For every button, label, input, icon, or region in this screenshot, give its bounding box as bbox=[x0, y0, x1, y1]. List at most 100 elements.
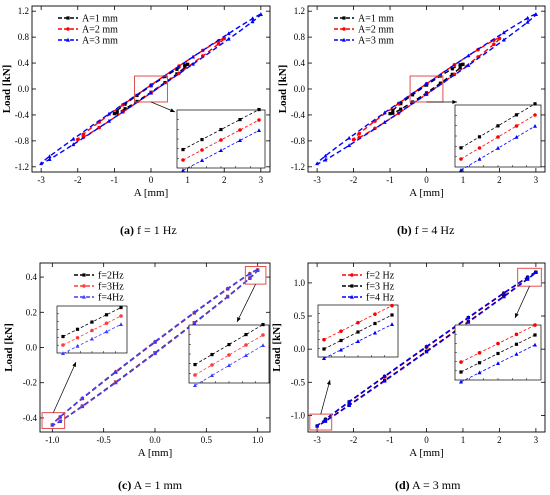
legend-label-1: A=1 mm bbox=[82, 14, 118, 25]
series-3-point bbox=[149, 82, 153, 87]
inset-point bbox=[514, 113, 519, 117]
inset-plot bbox=[56, 305, 128, 356]
series-3-point bbox=[323, 157, 328, 162]
inset-point bbox=[119, 305, 123, 310]
x-tick-label: 3 bbox=[259, 175, 264, 185]
inset-point bbox=[181, 168, 185, 173]
legend-marker-3 bbox=[66, 37, 70, 42]
inset-point bbox=[238, 128, 242, 132]
x-tick-label: 0.5 bbox=[201, 435, 213, 445]
inset-point bbox=[261, 333, 265, 337]
series-3-point bbox=[323, 418, 328, 423]
x-tick-label: -3 bbox=[37, 175, 45, 185]
series-3-point bbox=[466, 53, 471, 58]
inset-line-2 bbox=[194, 334, 264, 376]
x-tick-label: 0 bbox=[424, 175, 429, 185]
inset-point bbox=[514, 332, 519, 337]
legend-label-1: f=2Hz bbox=[98, 271, 124, 282]
inset-line-1 bbox=[323, 305, 393, 340]
x-axis-label: A [mm] bbox=[138, 447, 173, 459]
zoom-arrow-head bbox=[452, 100, 457, 104]
series-3-point bbox=[225, 294, 230, 299]
series-3-point bbox=[382, 120, 387, 124]
series-1-point bbox=[123, 107, 127, 111]
inset-point bbox=[90, 320, 94, 324]
legend-label-3: f=4 Hz bbox=[366, 293, 395, 304]
series-3-point bbox=[258, 12, 263, 17]
series-3-point bbox=[501, 290, 506, 295]
x-tick-label: -2 bbox=[74, 175, 82, 185]
inset-point bbox=[514, 351, 519, 356]
inset-point bbox=[459, 146, 463, 150]
inset-line-1 bbox=[194, 324, 264, 365]
x-tick-label: -3 bbox=[313, 435, 321, 445]
legend-label-3: A=3 mm bbox=[358, 36, 394, 47]
series-3-point bbox=[113, 380, 118, 385]
series-3-point bbox=[347, 399, 352, 404]
inset-point bbox=[200, 137, 204, 142]
y-tick-label: 0.2 bbox=[26, 307, 37, 317]
series-2-point bbox=[75, 137, 80, 142]
inset-point bbox=[459, 370, 463, 374]
x-tick-label: 3 bbox=[534, 175, 539, 185]
x-tick-label: -1.0 bbox=[45, 435, 60, 445]
series-1-point bbox=[115, 111, 119, 115]
legend-marker-2 bbox=[82, 284, 86, 288]
inset-point bbox=[75, 327, 80, 331]
zoom-box bbox=[134, 75, 168, 103]
series-3-point bbox=[250, 19, 255, 24]
series-3-point bbox=[466, 63, 471, 67]
x-tick-label: -2 bbox=[350, 175, 358, 185]
legend-marker-1 bbox=[82, 273, 86, 277]
series-3-point bbox=[247, 271, 252, 276]
series-3-point bbox=[315, 423, 320, 428]
inset-point bbox=[496, 124, 500, 128]
inset-point bbox=[261, 322, 265, 327]
series-3-point bbox=[39, 161, 44, 166]
series-1-point bbox=[175, 67, 179, 71]
series-2-point bbox=[497, 36, 502, 41]
series-3-point bbox=[382, 378, 387, 383]
panel-b: -3 -2 -1 0 1 2 3 -1.2 -0.8 -0.4 0.0 0.4 0.8 1.2 A [mm]… bbox=[277, 5, 546, 199]
y-tick-label: 0.0 bbox=[18, 84, 30, 94]
series-3-point bbox=[153, 351, 157, 356]
inset-point bbox=[339, 347, 343, 352]
series-1-point bbox=[391, 111, 395, 115]
inset-point bbox=[119, 314, 123, 318]
inset-point bbox=[104, 329, 109, 334]
series-3-point bbox=[255, 267, 260, 272]
inset-plot bbox=[454, 102, 542, 172]
inset-point bbox=[339, 329, 343, 333]
x-tick-label: 3 bbox=[534, 435, 539, 445]
series-3-point bbox=[382, 373, 387, 378]
series-1-point bbox=[186, 62, 190, 66]
inset-point bbox=[514, 342, 519, 346]
series-3-point bbox=[58, 419, 63, 423]
series-3-point bbox=[247, 276, 252, 280]
y-tick-label: 0.4 bbox=[18, 58, 30, 68]
y-tick-label: 1.2 bbox=[294, 6, 305, 16]
inset-point bbox=[75, 335, 80, 340]
inset-point bbox=[257, 128, 261, 133]
inset-point bbox=[322, 337, 326, 342]
legend-marker-2 bbox=[342, 27, 346, 31]
series-3-point bbox=[47, 154, 52, 159]
inset-point bbox=[210, 352, 214, 357]
series-3-point bbox=[501, 294, 506, 299]
series-1-point bbox=[163, 74, 167, 79]
y-tick-label: -0.4 bbox=[23, 413, 38, 423]
inset-point bbox=[238, 117, 242, 122]
inset-point bbox=[496, 361, 500, 365]
inset-point bbox=[75, 344, 80, 348]
zoom-arrow bbox=[53, 361, 77, 413]
series-1-point bbox=[458, 66, 462, 70]
series-1-point bbox=[461, 62, 465, 66]
inset-point bbox=[459, 360, 463, 364]
x-tick-label: -3 bbox=[313, 175, 321, 185]
inset-point bbox=[459, 157, 463, 161]
inset-point bbox=[373, 330, 377, 335]
series-3-point bbox=[225, 286, 230, 291]
y-tick-label: 0.8 bbox=[18, 32, 30, 42]
inset-point bbox=[459, 379, 463, 384]
